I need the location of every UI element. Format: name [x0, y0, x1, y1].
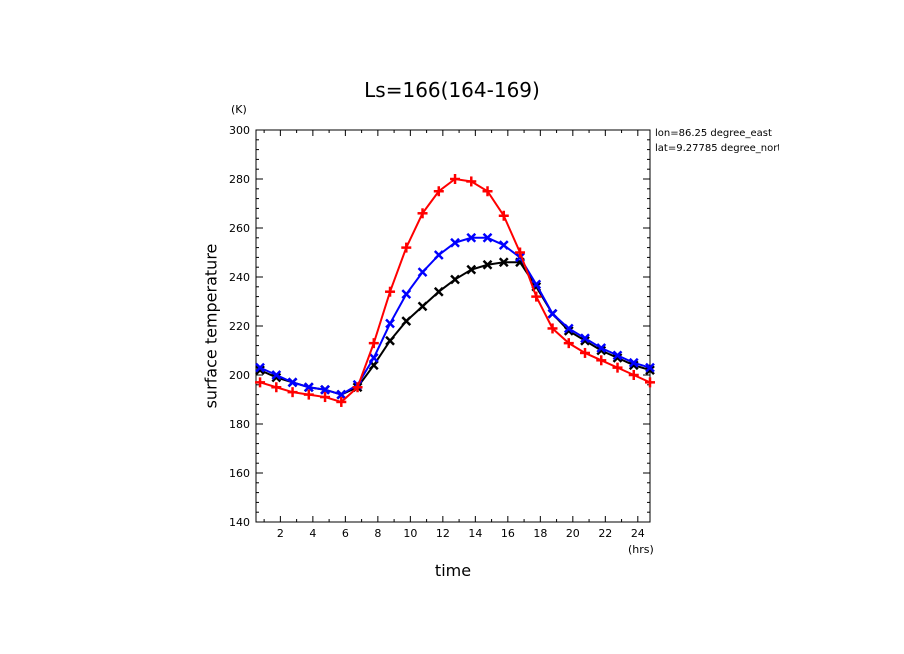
- data-point-0: [466, 264, 477, 275]
- data-point-1: [401, 289, 412, 300]
- data-point-0: [401, 316, 412, 326]
- data-point-2: [320, 392, 331, 403]
- data-point-0: [417, 301, 428, 312]
- data-point-2: [352, 382, 363, 393]
- data-point-2: [336, 396, 347, 407]
- data-point-1: [547, 308, 558, 319]
- data-point-1: [255, 362, 265, 373]
- data-point-2: [466, 176, 477, 187]
- data-point-2: [255, 377, 266, 388]
- data-point-0: [385, 335, 395, 346]
- data-point-2: [368, 338, 379, 349]
- y-tick-label: 280: [229, 173, 250, 186]
- x-tick-label: 22: [598, 527, 612, 540]
- data-point-2: [287, 387, 298, 398]
- y-tick-label: 180: [229, 418, 250, 431]
- x-tick-label: 2: [277, 527, 284, 540]
- data-point-0: [498, 257, 509, 268]
- data-point-2: [450, 174, 461, 184]
- data-point-2: [303, 389, 314, 400]
- data-point-1: [320, 384, 330, 395]
- data-point-0: [563, 326, 574, 336]
- data-point-2: [580, 347, 591, 358]
- x-tick-label: 10: [403, 527, 417, 540]
- data-point-2: [515, 247, 526, 258]
- data-point-2: [531, 291, 542, 302]
- data-point-2: [596, 355, 607, 366]
- data-point-1: [563, 323, 574, 334]
- data-point-1: [612, 350, 623, 361]
- lat-annotation: lat=9.27785 degree_north: [655, 143, 779, 154]
- data-point-1: [287, 377, 298, 388]
- data-point-0: [596, 345, 607, 356]
- data-point-0: [482, 259, 493, 270]
- data-point-2: [628, 370, 639, 380]
- x-tick-label: 8: [374, 527, 381, 540]
- x-tick-label: 16: [501, 527, 515, 540]
- data-point-2: [417, 208, 428, 219]
- y-tick-label: 200: [229, 369, 250, 382]
- data-point-1: [628, 357, 639, 368]
- data-point-1: [466, 232, 477, 243]
- x-tick-label: 14: [468, 527, 482, 540]
- y-tick-label: 240: [229, 271, 250, 284]
- data-point-1: [645, 362, 655, 373]
- y-tick-label: 300: [229, 124, 250, 137]
- x-tick-label: 4: [309, 527, 316, 540]
- chart-title: Ls=166(164-169): [364, 78, 540, 102]
- data-point-1: [385, 318, 395, 329]
- x-tick-label: 18: [533, 527, 547, 540]
- data-point-1: [450, 237, 460, 248]
- data-point-2: [271, 382, 282, 393]
- y-tick-label: 260: [229, 222, 250, 235]
- data-point-1: [596, 343, 607, 353]
- data-point-2: [547, 323, 558, 334]
- y-tick-label: 160: [229, 467, 250, 480]
- data-point-2: [612, 362, 623, 373]
- series-line-2: [259, 177, 651, 404]
- data-point-1: [271, 370, 282, 380]
- data-point-1: [417, 267, 428, 277]
- data-point-1: [368, 352, 379, 363]
- data-point-0: [450, 274, 460, 285]
- series-line-0: [259, 261, 651, 396]
- lon-annotation: lon=86.25 degree_east: [655, 128, 772, 139]
- plot-frame: [255, 129, 651, 523]
- data-point-1: [580, 333, 590, 344]
- x-unit-label: (hrs): [628, 543, 654, 556]
- y-tick-label: 140: [229, 516, 250, 529]
- data-point-0: [580, 335, 590, 346]
- data-point-1: [303, 382, 314, 393]
- data-point-1: [433, 250, 444, 260]
- data-point-2: [433, 186, 444, 197]
- data-point-2: [498, 210, 509, 221]
- data-point-2: [385, 286, 396, 297]
- data-point-1: [482, 232, 493, 243]
- series-line-1: [259, 236, 651, 396]
- data-point-2: [482, 186, 493, 197]
- x-axis-label: time: [434, 561, 472, 580]
- data-point-2: [401, 242, 412, 253]
- x-tick-label: 20: [566, 527, 580, 540]
- data-point-0: [255, 365, 265, 375]
- y-tick-label: 220: [229, 320, 250, 333]
- data-point-0: [433, 286, 444, 297]
- data-point-2: [645, 377, 655, 388]
- x-tick-label: 6: [342, 527, 349, 540]
- x-tick-label: 12: [436, 527, 450, 540]
- x-tick-label: 24: [631, 527, 645, 540]
- data-point-1: [336, 389, 347, 400]
- data-point-1: [498, 240, 509, 251]
- data-point-2: [563, 338, 574, 349]
- y-unit-label: (K): [231, 103, 247, 116]
